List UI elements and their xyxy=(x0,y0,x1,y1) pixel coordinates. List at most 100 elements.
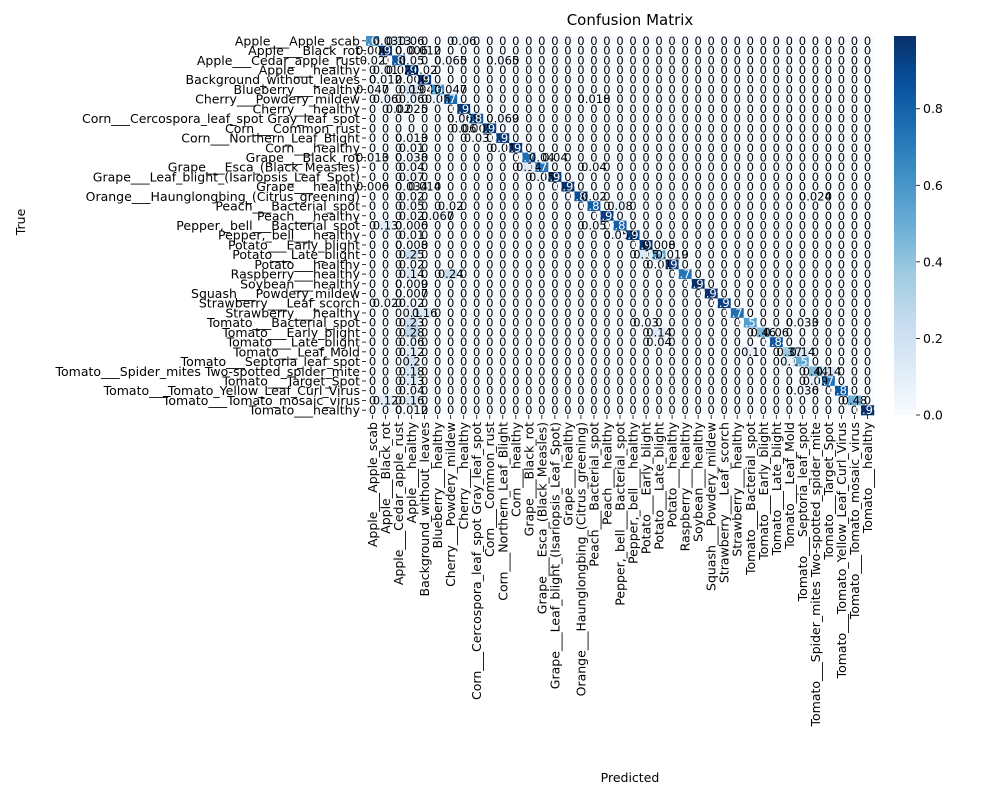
heatmap-cell xyxy=(548,152,562,163)
heatmap-cell xyxy=(860,230,875,241)
cell-value-label: 0 xyxy=(512,44,519,58)
heatmap-cell xyxy=(769,220,784,231)
cell-value-label: 0 xyxy=(564,44,571,58)
heatmap-cell xyxy=(405,346,419,357)
heatmap-cell xyxy=(522,36,536,47)
heatmap-cell xyxy=(444,337,458,348)
heatmap-cell xyxy=(483,220,497,231)
heatmap-cell xyxy=(509,240,523,251)
cell-value-label: 0 xyxy=(747,92,754,106)
heatmap-cell xyxy=(795,210,810,221)
heatmap-cell xyxy=(613,210,627,221)
heatmap-cell xyxy=(665,308,679,319)
heatmap-cell xyxy=(483,346,497,357)
heatmap-cell xyxy=(405,152,419,163)
cell-value-label: 0 xyxy=(694,63,701,77)
cell-value-label: 0 xyxy=(799,92,806,106)
cell-value-label: 0.05 xyxy=(399,53,425,67)
heatmap-cell xyxy=(691,346,705,357)
heatmap-cell xyxy=(704,337,718,348)
heatmap-cell xyxy=(626,259,640,270)
heatmap-cell xyxy=(860,104,875,115)
heatmap-cell xyxy=(483,201,497,212)
heatmap-cell xyxy=(574,201,588,212)
heatmap-cell xyxy=(587,385,601,396)
cell-value-label: 0 xyxy=(538,102,545,116)
heatmap-cell xyxy=(470,405,484,416)
heatmap-cell xyxy=(652,162,666,173)
heatmap-cell xyxy=(639,220,653,231)
heatmap-cell xyxy=(418,210,432,221)
heatmap-cell xyxy=(847,366,862,377)
heatmap-cell xyxy=(418,298,432,309)
cell-value-label: 0 xyxy=(747,63,754,77)
heatmap-cell xyxy=(418,327,432,338)
heatmap-cell xyxy=(808,356,823,367)
heatmap-cell xyxy=(652,84,666,95)
heatmap-cell xyxy=(808,269,823,280)
heatmap-cell xyxy=(587,152,601,163)
cell-value-label: 0 xyxy=(838,53,845,67)
heatmap-cell xyxy=(418,337,432,348)
cell-value-label: 0 xyxy=(408,112,415,126)
heatmap-cell xyxy=(769,74,784,85)
heatmap-cell xyxy=(860,366,875,377)
heatmap-cell xyxy=(678,162,692,173)
heatmap-cell xyxy=(509,288,523,299)
heatmap-cell xyxy=(457,113,471,124)
cell-value-label: 0 xyxy=(668,73,675,87)
heatmap-cell xyxy=(821,74,836,85)
heatmap-cell xyxy=(496,94,510,105)
heatmap-cell xyxy=(483,376,497,387)
heatmap-cell xyxy=(483,308,497,319)
heatmap-cell xyxy=(444,327,458,338)
cell-value-label: 0 xyxy=(655,63,662,77)
cell-value-label: 0 xyxy=(760,92,767,106)
heatmap-cell xyxy=(756,317,771,328)
heatmap-cell xyxy=(522,104,536,115)
heatmap-cell xyxy=(444,74,458,85)
cell-value-label: 0 xyxy=(668,44,675,58)
y-axis-label: True xyxy=(13,208,28,236)
heatmap-cell xyxy=(366,385,380,396)
heatmap-cell xyxy=(795,45,810,56)
heatmap-cell xyxy=(600,94,614,105)
cell-value-label: 0 xyxy=(369,112,376,126)
heatmap-cell xyxy=(730,327,745,338)
heatmap-cell xyxy=(678,123,692,134)
heatmap-cell xyxy=(574,84,588,95)
heatmap-cell xyxy=(613,230,627,241)
heatmap-cell xyxy=(574,376,588,387)
heatmap-cell xyxy=(834,181,849,192)
heatmap-cell xyxy=(509,152,523,163)
heatmap-cell xyxy=(691,36,705,47)
cell-value-label: 0 xyxy=(747,34,754,48)
heatmap-cell xyxy=(535,288,549,299)
heatmap-cell xyxy=(847,220,862,231)
heatmap-cell xyxy=(639,278,653,289)
heatmap-cell xyxy=(769,288,784,299)
heatmap-cell xyxy=(379,65,393,76)
heatmap-cell xyxy=(795,172,810,183)
cell-value-label: 0 xyxy=(499,63,506,77)
heatmap-cell xyxy=(600,45,614,56)
heatmap-cell xyxy=(470,162,484,173)
heatmap-cell xyxy=(405,74,419,85)
heatmap-cell xyxy=(509,162,523,173)
heatmap-cell xyxy=(704,133,718,144)
heatmap-cell xyxy=(431,181,445,192)
heatmap-cell xyxy=(769,104,784,115)
cell-value-label: 0 xyxy=(460,53,467,67)
cell-value-label: 0.02 xyxy=(386,63,412,77)
heatmap-cell xyxy=(704,395,718,406)
heatmap-cell xyxy=(821,376,836,387)
heatmap-cell xyxy=(665,74,679,85)
heatmap-cell xyxy=(561,123,575,134)
heatmap-cell xyxy=(379,142,393,153)
heatmap-cell xyxy=(405,162,419,173)
heatmap-cell xyxy=(509,133,523,144)
heatmap-cell xyxy=(548,220,562,231)
heatmap-cell xyxy=(509,385,523,396)
heatmap-cell xyxy=(379,240,393,251)
heatmap-cell xyxy=(379,74,393,85)
